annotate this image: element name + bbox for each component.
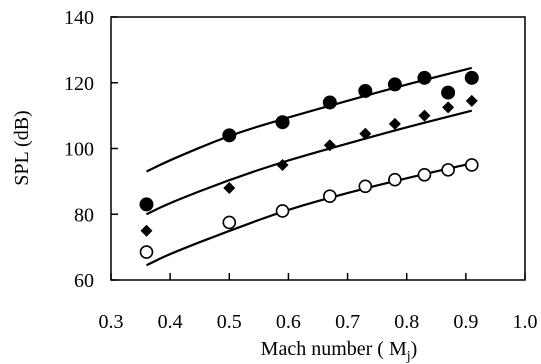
open-circle-marker [222, 215, 237, 230]
x-tick-label: 0.3 [99, 311, 124, 333]
open-circle-marker [358, 179, 373, 194]
filled-circle-marker [358, 83, 373, 98]
y-tick-label: 120 [64, 73, 94, 95]
filled-circle-marker [322, 95, 337, 110]
open-circle-marker [417, 168, 432, 182]
x-tick-label: 1.0 [513, 311, 538, 333]
filled-circle-marker [387, 77, 402, 92]
model-curves [146, 66, 473, 267]
x-tick-label: 0.8 [394, 311, 419, 333]
open-circle-marker [139, 245, 154, 259]
filled-diamond-marker [323, 139, 336, 152]
open-circle-marker [464, 158, 479, 172]
x-axis-title-close: ) [411, 338, 418, 360]
open-circle-marker [323, 189, 337, 203]
x-axis-title: Mach number ( Mj) [261, 338, 418, 364]
x-tick-label: 0.6 [276, 311, 301, 333]
y-axis-title: SPL (dB) [11, 110, 33, 185]
filled-diamond-marker [276, 158, 289, 171]
y-tick-labels: 60 80 100 120 140 [64, 7, 94, 292]
x-tick-labels: 0.3 0.4 0.5 0.6 0.7 0.8 0.9 1.0 [99, 311, 538, 333]
axis-ticks [110, 16, 526, 281]
filled-diamond-marker [223, 181, 236, 194]
filled-diamond-marker [465, 94, 478, 107]
open-circle-marker [275, 204, 290, 218]
filled-circle-marker [464, 70, 479, 85]
data-markers [139, 70, 479, 259]
x-tick-label: 0.5 [217, 311, 242, 333]
filled-circle-marker [417, 70, 432, 85]
x-axis-title-subscript: j [406, 349, 411, 364]
model-curve-1 [146, 66, 473, 173]
filled-diamond-marker [359, 127, 372, 140]
x-axis-title-text: Mach number ( M [261, 338, 407, 360]
open-circle-marker [388, 172, 402, 187]
filled-circle-marker [222, 128, 237, 143]
open-circle-marker [441, 163, 455, 177]
y-tick-label: 60 [74, 270, 94, 292]
model-curve-2 [146, 109, 473, 216]
y-tick-label: 100 [64, 139, 94, 161]
x-tick-label: 0.4 [158, 311, 183, 333]
x-tick-label: 0.7 [335, 311, 360, 333]
y-tick-label: 80 [74, 204, 94, 226]
plot-frame [110, 16, 526, 281]
y-tick-label: 140 [64, 7, 94, 29]
filled-diamond-marker [418, 109, 431, 122]
filled-circle-marker [275, 115, 290, 130]
filled-diamond-marker [388, 117, 401, 130]
x-tick-label: 0.9 [453, 311, 478, 333]
filled-diamond-marker [442, 101, 455, 114]
filled-circle-marker [441, 85, 456, 100]
filled-diamond-marker [140, 224, 153, 237]
filled-circle-marker [139, 197, 154, 212]
